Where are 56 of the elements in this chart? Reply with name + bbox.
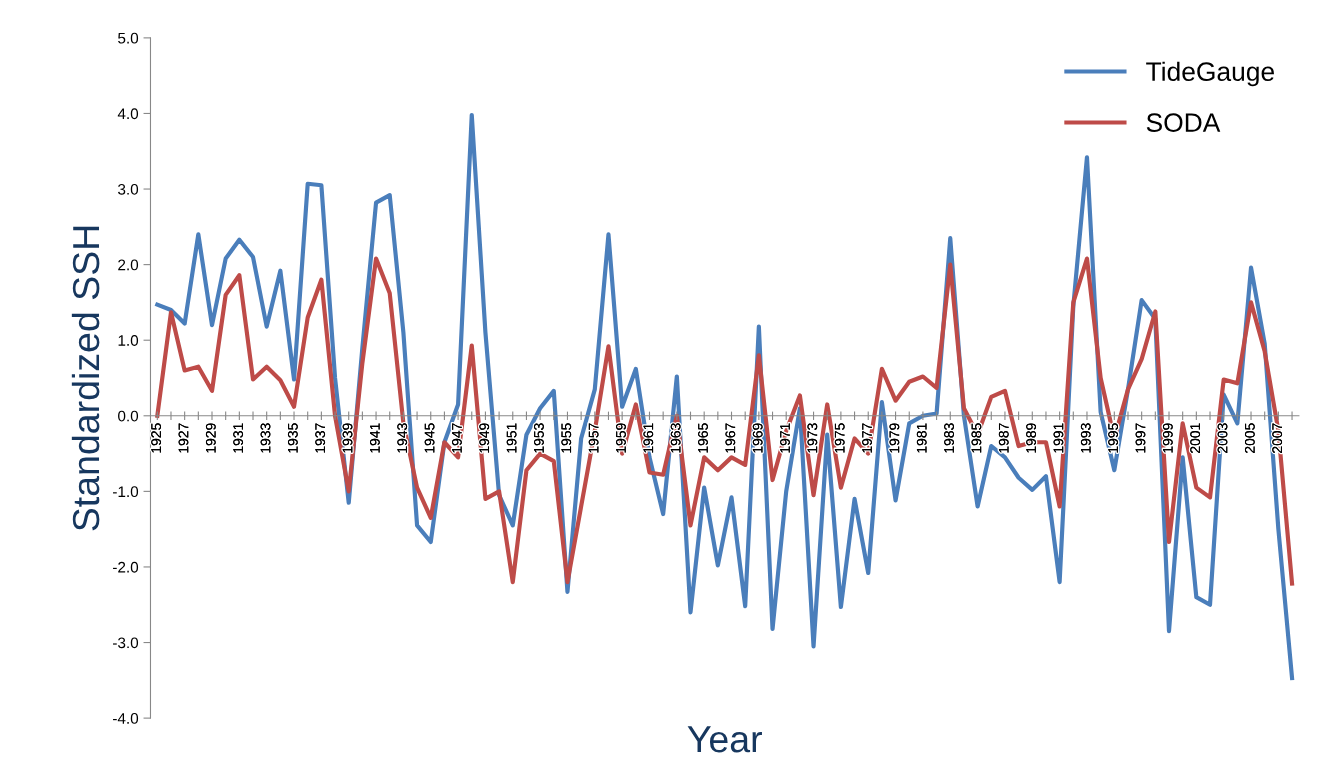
y-tick-label: 2.0 — [118, 259, 139, 271]
x-tick-label: 1933 — [260, 423, 271, 453]
x-tick-label: 1979 — [889, 423, 900, 453]
x-tick-label: 1925 — [151, 423, 162, 453]
x-tick-label: 1983 — [944, 423, 954, 453]
y-tick-label: -3.0 — [113, 637, 139, 649]
y-axis-title: Standardized SSH — [71, 226, 100, 531]
y-tick-label: 1.0 — [118, 335, 139, 346]
x-tick-label: 1931 — [233, 423, 244, 453]
x-tick-label: 1977 — [862, 423, 872, 453]
x-tick-label: 1975 — [834, 423, 845, 453]
y-tick-label: -1.0 — [113, 486, 139, 498]
x-tick-label: 1987 — [998, 423, 1009, 453]
x-tick-label: 1941 — [369, 423, 380, 453]
x-tick-label: 1939 — [342, 423, 353, 453]
x-tick-label: 2003 — [1217, 423, 1228, 453]
legend-label: SODA — [1146, 113, 1221, 132]
x-tick-label: 1959 — [616, 423, 626, 453]
x-tick-label: 1945 — [424, 423, 435, 453]
x-tick-label: 1929 — [205, 423, 216, 453]
y-tick-label: -2.0 — [113, 561, 139, 573]
x-tick-label: 1953 — [534, 423, 544, 453]
x-tick-label: 1963 — [670, 423, 681, 453]
x-tick-label: 1955 — [561, 423, 572, 453]
x-tick-label: 1947 — [451, 423, 462, 453]
x-tick-label: 2007 — [1272, 423, 1283, 453]
x-axis-title: Year — [687, 726, 762, 753]
x-tick-label: 1967 — [725, 423, 736, 453]
x-tick-label: 1989 — [1026, 423, 1037, 453]
x-tick-label: 1927 — [178, 423, 189, 453]
x-tick-label: 1951 — [506, 423, 517, 453]
x-tick-label: 1981 — [916, 423, 927, 453]
y-tick-label: -4.0 — [113, 712, 139, 724]
x-tick-label: 1995 — [1108, 423, 1119, 453]
x-tick-label: 1973 — [807, 423, 818, 453]
x-tick-label: 1993 — [1080, 423, 1091, 453]
legend-label: TideGauge — [1146, 61, 1274, 87]
y-tick-label: 3.0 — [118, 183, 139, 195]
x-tick-label: 1943 — [397, 423, 408, 453]
x-tick-label: 1997 — [1135, 423, 1146, 453]
x-tick-label: 1935 — [287, 423, 298, 453]
x-tick-label: 1937 — [315, 423, 326, 453]
x-tick-label: 1969 — [752, 423, 763, 453]
x-tick-label: 1985 — [971, 423, 982, 453]
x-tick-label: 1991 — [1053, 423, 1064, 453]
y-tick-label: 5.0 — [118, 32, 139, 44]
x-tick-label: 1971 — [780, 423, 790, 453]
x-tick-label: 2001 — [1190, 423, 1201, 453]
x-tick-label: 1999 — [1162, 423, 1173, 453]
x-tick-label: 1949 — [479, 423, 490, 453]
x-tick-label: 1957 — [588, 423, 599, 453]
x-tick-label: 2005 — [1244, 423, 1255, 453]
x-tick-label: 1961 — [643, 423, 654, 453]
y-tick-label: 4.0 — [117, 108, 139, 120]
y-tick-label: 0.0 — [118, 410, 139, 422]
x-tick-label: 1965 — [698, 423, 708, 453]
